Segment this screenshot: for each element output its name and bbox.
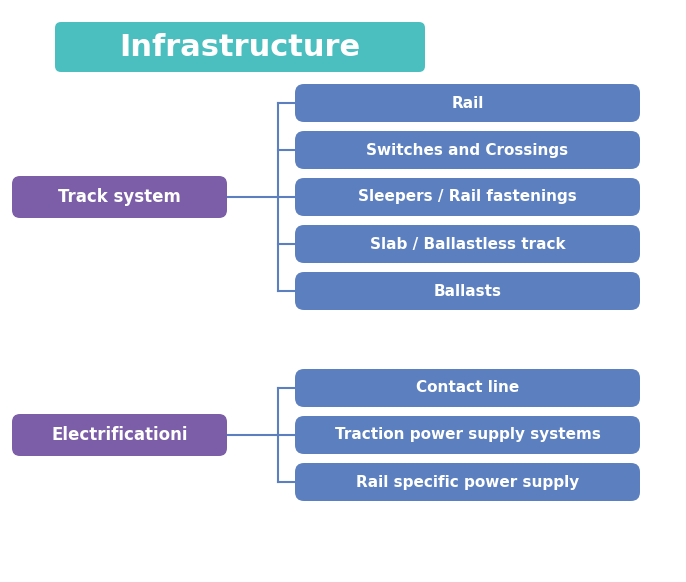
FancyBboxPatch shape	[295, 369, 640, 407]
FancyBboxPatch shape	[12, 176, 227, 218]
Text: Switches and Crossings: Switches and Crossings	[366, 143, 569, 158]
FancyBboxPatch shape	[295, 463, 640, 501]
Text: Track system: Track system	[58, 188, 181, 206]
Text: Infrastructure: Infrastructure	[119, 33, 361, 62]
Text: Rail specific power supply: Rail specific power supply	[356, 474, 579, 489]
FancyBboxPatch shape	[295, 416, 640, 454]
FancyBboxPatch shape	[295, 131, 640, 169]
Text: Contact line: Contact line	[416, 381, 519, 396]
Text: Sleepers / Rail fastenings: Sleepers / Rail fastenings	[358, 190, 577, 204]
Text: Ballasts: Ballasts	[434, 283, 501, 299]
Text: Slab / Ballastless track: Slab / Ballastless track	[370, 236, 565, 251]
Text: Electrificationi: Electrificationi	[51, 426, 188, 444]
FancyBboxPatch shape	[295, 272, 640, 310]
FancyBboxPatch shape	[55, 22, 425, 72]
FancyBboxPatch shape	[295, 84, 640, 122]
FancyBboxPatch shape	[295, 178, 640, 216]
FancyBboxPatch shape	[295, 225, 640, 263]
Text: Rail: Rail	[451, 95, 484, 111]
FancyBboxPatch shape	[12, 414, 227, 456]
Text: Traction power supply systems: Traction power supply systems	[335, 428, 600, 442]
